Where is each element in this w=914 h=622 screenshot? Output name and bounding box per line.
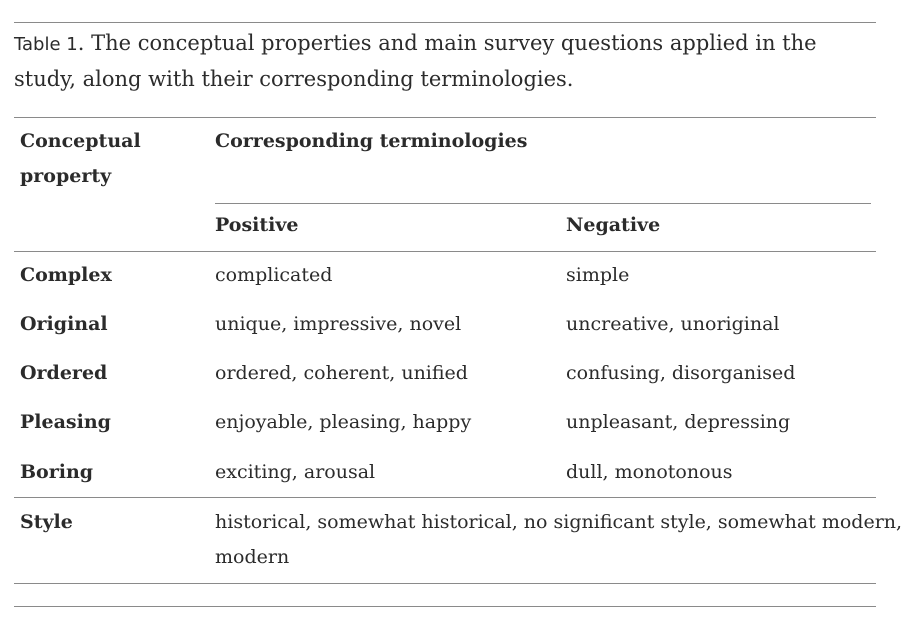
- row-positive: complicated: [215, 264, 333, 286]
- header-property-line1: Conceptual: [20, 130, 141, 152]
- row-negative: simple: [566, 264, 630, 286]
- row-property: Complex: [20, 264, 112, 286]
- row-property: Original: [20, 313, 108, 335]
- row-negative: uncreative, unoriginal: [566, 313, 780, 335]
- header-property-line2: property: [20, 165, 112, 187]
- row-negative: confusing, disorganised: [566, 362, 796, 384]
- header-top-rule: [14, 117, 876, 118]
- style-values-line2: modern: [215, 546, 290, 568]
- figure-bottom-rule: [14, 606, 876, 607]
- caption-text: . The conceptual properties and main sur…: [14, 31, 817, 91]
- header-positive: Positive: [215, 214, 299, 236]
- row-positive: ordered, coherent, unified: [215, 362, 468, 384]
- style-row-top-rule: [14, 497, 876, 498]
- row-property: Pleasing: [20, 411, 111, 433]
- header-terminologies: Corresponding terminologies: [215, 130, 528, 152]
- row-positive: exciting, arousal: [215, 461, 376, 483]
- caption-label: Table 1: [14, 34, 78, 55]
- row-negative: unpleasant, depressing: [566, 411, 791, 433]
- row-positive: enjoyable, pleasing, happy: [215, 411, 472, 433]
- row-negative: dull, monotonous: [566, 461, 733, 483]
- header-negative: Negative: [566, 214, 661, 236]
- row-property: Ordered: [20, 362, 108, 384]
- header-bottom-rule: [14, 251, 876, 252]
- table-bottom-rule: [14, 583, 876, 584]
- row-positive: unique, impressive, novel: [215, 313, 462, 335]
- row-property: Boring: [20, 461, 94, 483]
- terminologies-subrule: [215, 203, 871, 204]
- table-caption: Table 1. The conceptual properties and m…: [14, 26, 874, 97]
- style-values-line1: historical, somewhat historical, no sign…: [215, 511, 903, 533]
- top-rule: [14, 22, 876, 23]
- style-property: Style: [20, 511, 73, 533]
